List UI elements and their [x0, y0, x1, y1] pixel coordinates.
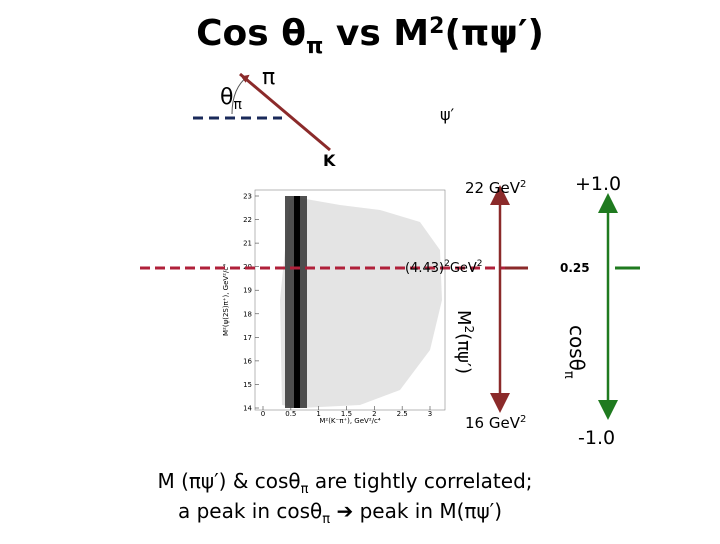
x-tick-label: 0.5: [285, 410, 296, 418]
y-tick-label: 18: [243, 310, 252, 318]
y-tick-label: 16: [243, 357, 252, 365]
kaon-label: K: [323, 151, 336, 170]
cos-top: +1.0: [575, 173, 621, 195]
mass-bottom: 16 GeV2: [465, 414, 526, 432]
cos-middle: 0.25: [560, 261, 590, 275]
x-tick-label: 3: [428, 410, 432, 418]
y-tick-label: 22: [243, 216, 252, 224]
caption-line: M (πψ′) & cosθπ are tightly correlated;: [157, 469, 532, 497]
title: Cos θπ vs M2(πψ′): [196, 13, 544, 59]
theta-label: θπ: [220, 85, 242, 113]
mass-label: M2(πψ′): [453, 310, 476, 374]
mass-middle: (4.43)2GeV2: [405, 259, 483, 276]
cos-bottom: -1.0: [578, 427, 615, 449]
y-tick-label: 19: [243, 287, 252, 295]
pi-label: π: [262, 65, 275, 90]
y-tick-label: 14: [243, 405, 252, 413]
track: [239, 72, 331, 152]
caption-line: a peak in cosθπ ➔ peak in M(πψ′): [178, 499, 502, 527]
plot-x-label: M²(K⁻π⁺), GeV²/c⁴: [319, 417, 380, 425]
x-tick-label: 1.5: [341, 410, 352, 418]
y-tick-label: 17: [243, 334, 252, 342]
y-tick-label: 21: [243, 240, 252, 248]
angle-arc: [231, 74, 250, 115]
plot-y-label: M²(ψ(2S)π⁺), GeV²/c⁴: [222, 264, 230, 336]
cos-label: cosθπ: [561, 325, 589, 379]
x-tick-label: 1: [316, 410, 320, 418]
x-tick-label: 2: [372, 410, 376, 418]
mass-top: 22 GeV2: [465, 179, 526, 197]
x-tick-label: 2.5: [397, 410, 408, 418]
y-tick-label: 15: [243, 381, 252, 389]
x-tick-label: 0: [261, 410, 265, 418]
psi-label: ψ′: [440, 105, 455, 124]
y-tick-label: 23: [243, 193, 252, 201]
dalitz-plot: [254, 189, 446, 411]
